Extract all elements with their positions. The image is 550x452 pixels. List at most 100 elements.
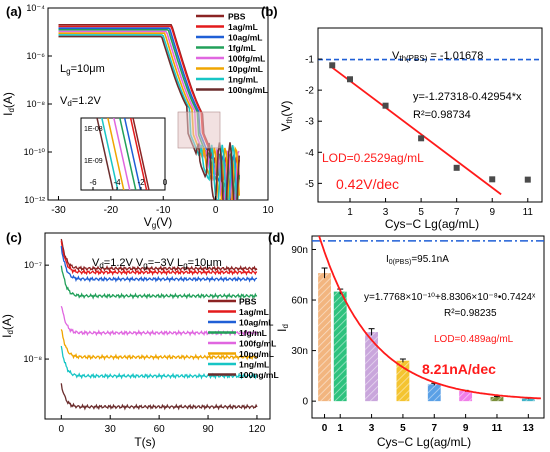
r2-b: R²=0.98734 xyxy=(413,109,471,121)
x-tick-label-d: 3 xyxy=(369,423,375,434)
legend-label-c: 10pg/mL xyxy=(239,349,274,359)
curve-c-100ng/mL xyxy=(60,383,258,411)
zoom-region xyxy=(177,111,221,149)
curve-c-1fg/mL xyxy=(60,265,258,300)
y-tick-label-a: 10⁻¹⁰ xyxy=(24,147,46,157)
x-tick-label-a: -10 xyxy=(156,205,171,216)
x-tick-label-a: 0 xyxy=(213,205,219,216)
legend-label-c: 1ag/mL xyxy=(239,307,269,317)
curve-c-1ng/mL xyxy=(60,345,258,380)
baseline-label-d: I0(PBS)=95.1nA xyxy=(386,254,449,266)
legend-label-a: 10ag/mL xyxy=(228,33,263,43)
inset-curve-1fg/mL xyxy=(119,118,137,190)
curve-c-1ag/mL xyxy=(60,240,258,277)
xlabel-c: T(s) xyxy=(134,435,155,449)
data-point-b xyxy=(489,176,496,183)
inset-curve-10ag/mL xyxy=(123,118,142,190)
inset-y-tick-label: 1E-09 xyxy=(84,158,103,165)
legend-label-c: PBS xyxy=(239,297,257,307)
inset-x-tick-label: -4 xyxy=(113,178,121,187)
bar-hatch-d xyxy=(490,396,504,402)
x-tick-label-b: 5 xyxy=(418,207,424,218)
inset-x-tick-label: -6 xyxy=(89,178,97,187)
x-tick-label-b: 9 xyxy=(489,207,495,218)
y-tick-label-d: 60n xyxy=(291,296,308,307)
bar-hatch-d xyxy=(521,398,535,402)
y-tick-label-d: 90n xyxy=(291,245,308,256)
legend-label-c: 1ng/mL xyxy=(239,360,269,370)
bar-hatch-d xyxy=(318,273,331,402)
annotation-c: Vd=1.2V Vg=−3V Lg=10μm xyxy=(92,257,222,270)
x-tick-label-d: 13 xyxy=(523,423,535,434)
y-tick-label-a: 10⁻¹² xyxy=(24,195,45,205)
x-tick-label-d: 9 xyxy=(463,423,469,434)
x-tick-label-c: 0 xyxy=(59,424,65,435)
inset-curve-1ag/mL xyxy=(129,118,148,190)
equation-b: y=-1.27318-0.42954*x xyxy=(413,91,522,103)
panel-label-b: (b) xyxy=(261,4,278,19)
y-tick-label-b: -1 xyxy=(305,55,314,66)
ylabel-c: Id(A) xyxy=(0,314,15,338)
inset-x-tick-label: 0 xyxy=(163,178,168,187)
curve-a-1ng/mL xyxy=(58,34,238,200)
panel-label-a: (a) xyxy=(6,4,22,19)
inset-curve-100ng/mL xyxy=(96,118,114,190)
x-tick-label-b: 1 xyxy=(347,207,353,218)
legend-label-a: 1ng/mL xyxy=(228,75,258,85)
x-tick-label-d: 5 xyxy=(400,423,406,434)
ylabel-d: Id xyxy=(275,324,290,332)
panel-label-c: (c) xyxy=(6,230,22,245)
fit-curve-d xyxy=(318,236,541,400)
plot-frame-c xyxy=(44,232,271,420)
legend-label-a: 100ng/mL xyxy=(228,85,268,95)
xlabel-a: Vg(V) xyxy=(144,215,172,230)
inset-x-tick-label: -2 xyxy=(137,178,145,187)
bar-hatch-d xyxy=(427,384,441,402)
bar-hatch-d xyxy=(396,360,410,402)
data-point-b xyxy=(524,176,531,183)
r2-d: R²=0.98235 xyxy=(444,308,497,319)
y-tick-label-c: 10⁻⁸ xyxy=(23,354,42,364)
sensitivity-b: 0.42V/dec xyxy=(336,176,399,192)
curve-c-10ag/mL xyxy=(60,245,258,283)
data-point-b xyxy=(453,164,460,171)
x-tick-label-b: 7 xyxy=(454,207,460,218)
legend-label-a: 1ag/mL xyxy=(228,22,258,32)
panel-label-d: (d) xyxy=(268,230,285,245)
curve-a-1fg/mL xyxy=(58,29,240,200)
inset-curve-PBS xyxy=(132,118,150,190)
ylabel-a: Id(A) xyxy=(1,92,16,116)
x-tick-label-d: 11 xyxy=(492,423,503,434)
legend-label-c: 100ng/mL xyxy=(239,370,279,380)
y-tick-label-d: 0 xyxy=(302,397,308,408)
y-tick-label-a: 10⁻⁶ xyxy=(27,51,46,61)
annotation-vd-a: Vd=1.2V xyxy=(60,95,102,108)
annotation-lg-a: Lg=10μm xyxy=(60,63,105,76)
x-tick-label-d: 1 xyxy=(337,423,343,434)
y-tick-label-c: 10⁻⁷ xyxy=(24,260,42,270)
data-point-b xyxy=(329,62,336,69)
fit-line-b xyxy=(331,66,502,196)
equation-d: y=1.7768×10⁻¹⁰+8.8306×10⁻⁸•0.7424ˣ xyxy=(364,292,536,303)
bar-hatch-d xyxy=(365,332,378,402)
baseline-label-b: Vth(PBS) = -1.01678 xyxy=(392,50,483,63)
y-tick-label-b: -5 xyxy=(305,179,314,190)
x-tick-label-c: 90 xyxy=(202,424,214,435)
data-point-b xyxy=(382,102,389,109)
lod-d: LOD=0.489ag/mL xyxy=(434,334,514,345)
plot-frame-d xyxy=(311,235,545,419)
legend-label-a: 10pg/mL xyxy=(228,64,263,74)
panel-c: 0 30 60 90 120 10⁻⁸ 10⁻⁷ Id(A) T(s) Vd=1.2V Vg… xyxy=(0,232,279,449)
y-tick-label-b: -3 xyxy=(305,117,314,128)
y-tick-label-b: -4 xyxy=(305,148,314,159)
sensitivity-d: 8.21nA/dec xyxy=(422,361,496,377)
y-tick-label-a: 10⁻⁴ xyxy=(26,3,45,13)
x-tick-label-a: 10 xyxy=(262,205,274,216)
inset-curve-100fg/mL xyxy=(113,118,131,190)
y-tick-label-a: 10⁻⁸ xyxy=(26,99,45,109)
legend-label-a: 1fg/mL xyxy=(228,43,256,53)
y-tick-label-d: 30n xyxy=(291,346,308,357)
ylabel-b: Vth(V) xyxy=(279,101,294,132)
